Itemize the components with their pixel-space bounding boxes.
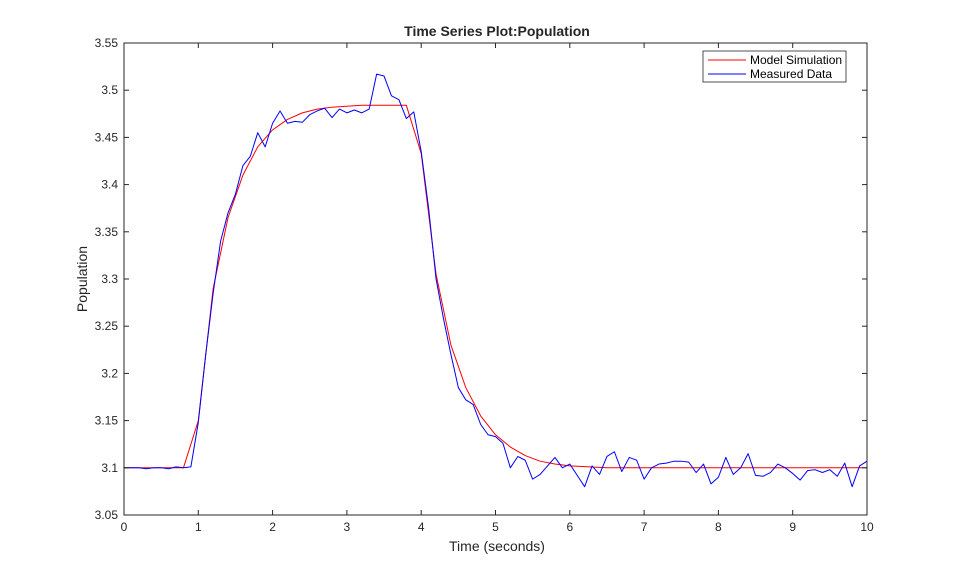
y-tick-label: 3.35 bbox=[95, 225, 119, 239]
x-tick-label: 5 bbox=[492, 520, 499, 534]
x-tick-label: 6 bbox=[566, 520, 573, 534]
x-tick-label: 2 bbox=[269, 520, 276, 534]
x-tick-label: 3 bbox=[344, 520, 351, 534]
y-tick-label: 3.55 bbox=[95, 36, 119, 50]
x-axis-ticks: 0 1 2 3 4 5 6 7 8 9 10 bbox=[121, 43, 874, 534]
series-layer bbox=[124, 73, 868, 488]
y-tick-label: 3.3 bbox=[101, 272, 118, 286]
plot-area bbox=[124, 43, 867, 515]
y-tick-label: 3.05 bbox=[95, 508, 119, 522]
legend-label-model-simulation: Model Simulation bbox=[750, 53, 842, 67]
y-tick-label: 3.4 bbox=[101, 178, 118, 192]
x-axis-label: Time (seconds) bbox=[449, 538, 545, 554]
x-tick-label: 1 bbox=[195, 520, 202, 534]
y-tick-label: 3.5 bbox=[101, 83, 118, 97]
axes: 0 1 2 3 4 5 6 7 8 9 10 3.053.13.153.23.253.33.353.… bbox=[95, 36, 874, 534]
legend-box bbox=[702, 50, 847, 83]
y-axis-label: Population bbox=[74, 246, 90, 312]
y-tick-label: 3.25 bbox=[95, 319, 119, 333]
y-axis-ticks: 3.05 3.1 3.15 3.2 3.25 3.3 3.35 3.4 3.45 3.5 3.55 bbox=[95, 36, 867, 522]
x-tick-label: 9 bbox=[789, 520, 796, 534]
x-tick-label: 8 bbox=[715, 520, 722, 534]
series-line-measured-data bbox=[124, 73, 868, 488]
chart-title: Time Series Plot:Population bbox=[404, 23, 590, 39]
series-line-model-simulation bbox=[124, 104, 867, 469]
y-tick-label: 3.15 bbox=[95, 414, 119, 428]
legend-label-measured-data: Measured Data bbox=[750, 67, 832, 81]
legend: Model Simulation Measured Data bbox=[702, 50, 847, 83]
x-tick-label: 0 bbox=[121, 520, 128, 534]
x-tick-label: 7 bbox=[641, 520, 648, 534]
y-tick-label: 3.1 bbox=[101, 461, 118, 475]
y-tick-label: 3.2 bbox=[101, 366, 118, 380]
x-tick-label: 4 bbox=[418, 520, 425, 534]
y-tick-label: 3.45 bbox=[95, 130, 119, 144]
x-tick-label: 10 bbox=[860, 520, 874, 534]
